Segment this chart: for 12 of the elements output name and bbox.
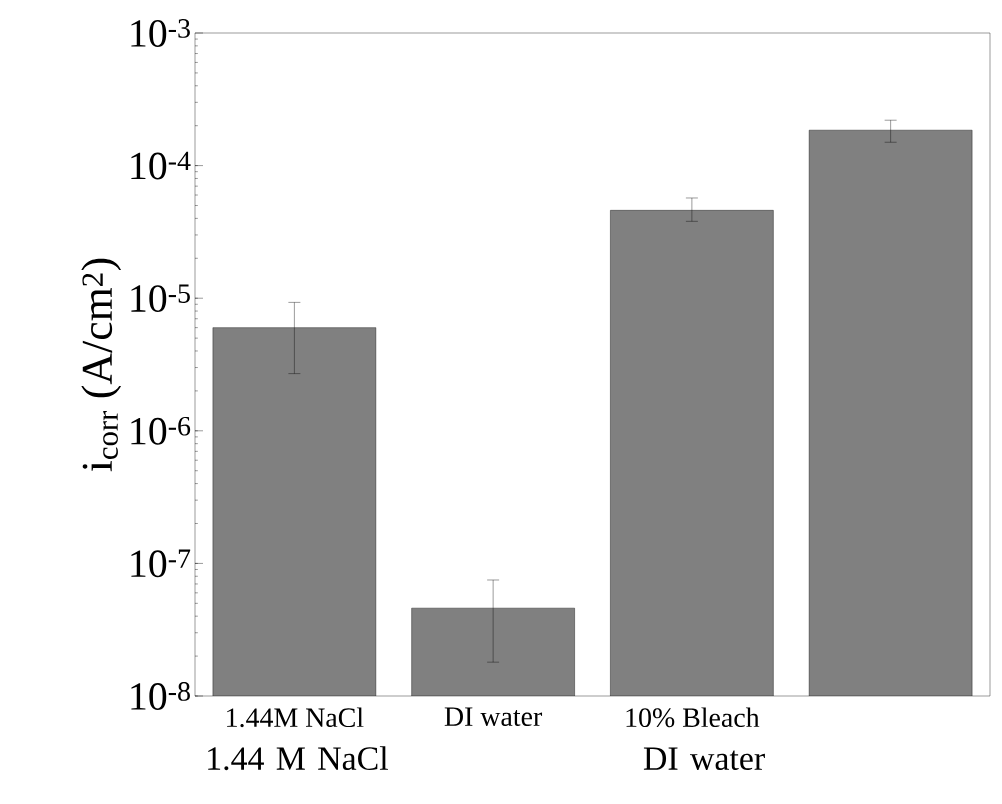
y-tick-label: 10$^{-7}$ (131, 549, 191, 578)
y-tick-label: 10$^{-8}$ (131, 682, 190, 710)
x-tick-label: DI water (444, 707, 543, 727)
y-tick-label: 10$^{-6}$ (131, 416, 191, 445)
x-tick-label: 10% Bleach (626, 707, 760, 728)
text: 1.44 M NaCl (208, 746, 388, 771)
y-tick-label: 10$^{-4}$ (131, 151, 191, 180)
x-tick-label: 1.44M NaCl (227, 707, 364, 728)
y-tick-label: 10$^{-3}$ (131, 19, 190, 47)
text: DI water (643, 747, 765, 771)
y-axis-title: i$_{corr}$ (A/cm$^{2}$) (81, 258, 122, 472)
y-tick-label: 10$^{-5}$ (131, 284, 190, 313)
